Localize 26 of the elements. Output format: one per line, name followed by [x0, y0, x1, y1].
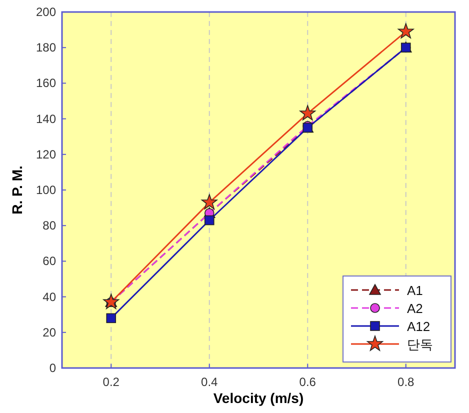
legend-label: 단독 — [407, 337, 433, 352]
x-tick-label: 0.4 — [201, 375, 218, 389]
point — [398, 23, 414, 38]
x-tick-label: 0.6 — [299, 375, 316, 389]
x-tick-label: 0.8 — [398, 375, 415, 389]
y-tick-label: 20 — [42, 325, 56, 340]
legend-label: A2 — [407, 301, 423, 316]
y-tick-label: 0 — [49, 361, 56, 375]
y-tick-label: 140 — [36, 112, 56, 126]
x-axis-title: Velocity (m/s) — [213, 390, 304, 406]
y-tick-label: 60 — [42, 254, 56, 268]
point — [300, 105, 316, 120]
point — [201, 194, 218, 210]
y-tick-label: 40 — [42, 290, 56, 304]
y-tick-label: 80 — [42, 218, 56, 233]
point — [204, 215, 214, 226]
y-tick-label: 100 — [36, 183, 56, 197]
legend-label: A1 — [407, 283, 423, 298]
y-axis-title: R. P. M. — [9, 166, 25, 214]
y-tick-label: 200 — [36, 5, 56, 19]
y-tick-label: 120 — [36, 147, 56, 162]
x-tick-label: 0.2 — [102, 375, 120, 389]
legend-label: A12 — [407, 319, 430, 334]
point — [106, 313, 116, 324]
y-tick-label: 160 — [36, 76, 56, 90]
y-tick-label: 180 — [36, 40, 56, 55]
